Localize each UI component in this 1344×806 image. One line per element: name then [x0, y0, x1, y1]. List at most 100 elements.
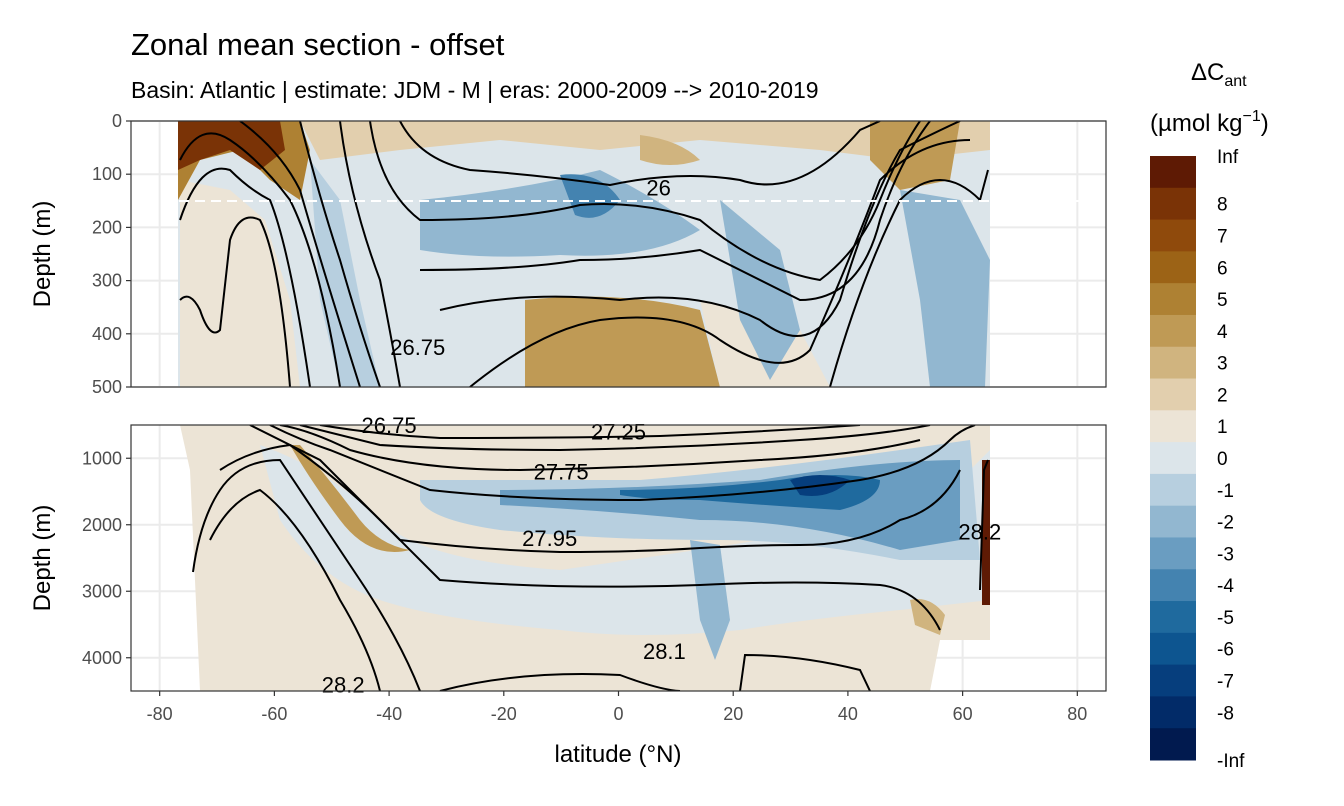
legend: ΔCant (µmol kg−1) Inf 8 7 6 5 4 3 2 1 0 -1 -2 -3 -4 -5…	[1150, 59, 1269, 772]
x-tick-label: -40	[376, 704, 402, 724]
y-tick-label: 0	[112, 111, 122, 131]
x-tick-label: -80	[147, 704, 173, 724]
legend-label: 3	[1217, 354, 1228, 375]
legend-label: 0	[1217, 449, 1228, 470]
y-tick-label: 2000	[82, 515, 122, 535]
x-tick-label: 0	[613, 704, 623, 724]
legend-swatch	[1150, 537, 1196, 570]
legend-swatch	[1150, 314, 1196, 348]
x-tick-label: 20	[723, 704, 743, 724]
field-lower-negative-1	[260, 445, 990, 635]
legend-swatch	[1150, 219, 1196, 252]
legend-swatch	[1150, 505, 1196, 538]
legend-swatch	[1150, 664, 1196, 697]
field-lower-negative-6	[690, 540, 730, 660]
panel-upper-border	[130, 120, 1107, 388]
x-axis: -80 -60 -40 -20 0 20 40 60 80	[147, 691, 1087, 724]
y-tick-label: 300	[92, 271, 122, 291]
panel-upper: 26 26.75 0 100 200 300 400 500 Depth (m)	[29, 111, 1107, 397]
legend-title: ΔCant	[1191, 59, 1247, 90]
x-tick-label: 40	[838, 704, 858, 724]
y-tick-label: 100	[92, 164, 122, 184]
legend-label: -3	[1217, 544, 1234, 565]
legend-label: 2	[1217, 385, 1228, 406]
legend-swatch	[1150, 378, 1196, 411]
legend-unit-main: (µmol kg	[1150, 110, 1243, 137]
legend-swatch	[1150, 569, 1196, 602]
legend-swatch	[1150, 473, 1196, 507]
legend-keys: Inf 8 7 6 5 4 3 2 1 0 -1 -2 -3 -4 -5 -6 -7 -8 -Inf	[1150, 147, 1245, 772]
field-negative-5	[310, 160, 380, 387]
legend-swatch	[1150, 442, 1196, 475]
legend-label: 7	[1217, 226, 1228, 247]
legend-swatch	[1150, 251, 1196, 284]
legend-swatch	[1150, 156, 1196, 189]
y-tick-label: 1000	[82, 448, 122, 468]
legend-label: 4	[1217, 322, 1228, 343]
legend-label: -2	[1217, 513, 1234, 534]
y-tick-label: 500	[92, 377, 122, 397]
x-tick-label: -60	[261, 704, 287, 724]
contour-label-lower: 27.95	[522, 526, 577, 551]
y-tick-label: 400	[92, 324, 122, 344]
y-axis-label-lower: Depth (m)	[29, 505, 56, 612]
legend-swatch	[1150, 728, 1196, 761]
panel-lower-contours	[192, 425, 989, 691]
legend-label: -8	[1217, 703, 1234, 724]
field-south-beige	[180, 180, 300, 387]
contour-label-lower: 27.75	[534, 460, 589, 485]
field-lower-positive-1	[290, 445, 410, 552]
field-negative-4	[900, 190, 990, 387]
y-tick-label: 3000	[82, 581, 122, 601]
legend-label: 6	[1217, 258, 1228, 279]
contour-label-lower: 28.1	[643, 639, 686, 664]
panel-lower-field	[180, 425, 990, 691]
contour-label-upper: 26.75	[390, 335, 445, 360]
panel-lower-y-axis: 1000 2000 3000 4000	[82, 448, 131, 668]
legend-label: 1	[1217, 417, 1228, 438]
x-tick-label: 60	[953, 704, 973, 724]
legend-unit-exp: −1	[1243, 108, 1261, 125]
panel-lower: 26.75 27.25 27.75 27.95 28.1 28.2 28.2 1…	[29, 413, 1107, 697]
legend-label: Inf	[1217, 147, 1239, 168]
legend-label: -4	[1217, 576, 1234, 597]
contour-label-lower: 27.25	[591, 420, 646, 445]
legend-label: -5	[1217, 608, 1234, 629]
legend-unit: (µmol kg−1)	[1150, 108, 1269, 137]
contour-label-lower: 28.2	[322, 672, 365, 697]
chart-subtitle: Basin: Atlantic | estimate: JDM - M | er…	[131, 77, 819, 103]
field-lower-positive-3	[982, 460, 990, 605]
legend-swatch	[1150, 410, 1196, 443]
panel-upper-field	[131, 121, 1106, 387]
y-tick-label: 4000	[82, 648, 122, 668]
field-mid-positive	[525, 296, 720, 387]
field-negative-1	[420, 170, 700, 257]
field-positive-mid	[640, 135, 700, 165]
field-lower-positive-2	[910, 599, 945, 635]
panel-upper-y-axis: 0 100 200 300 400 500	[92, 111, 131, 397]
panel-upper-contours	[179, 121, 989, 387]
x-axis-label: latitude (°N)	[555, 741, 682, 768]
field-negative-3	[720, 200, 800, 380]
legend-title-delta: ΔC	[1191, 59, 1224, 86]
legend-swatch	[1150, 346, 1196, 380]
y-tick-label: 200	[92, 217, 122, 237]
legend-title-sub: ant	[1224, 73, 1247, 90]
contour-label-upper: 26	[646, 176, 670, 201]
y-axis-label-upper: Depth (m)	[29, 201, 56, 308]
legend-swatch	[1150, 283, 1196, 316]
legend-swatch	[1150, 632, 1196, 666]
legend-swatch	[1150, 187, 1196, 221]
legend-label: -6	[1217, 640, 1234, 661]
legend-label: -Inf	[1217, 751, 1245, 772]
legend-unit-close: )	[1261, 110, 1269, 137]
chart-title: Zonal mean section - offset	[131, 27, 505, 62]
legend-label: -7	[1217, 672, 1234, 693]
legend-label: 5	[1217, 290, 1228, 311]
x-tick-label: -20	[491, 704, 517, 724]
legend-swatch	[1150, 601, 1196, 634]
legend-label: -1	[1217, 481, 1234, 502]
field-surface-positive	[178, 121, 990, 160]
contour-label-lower: 28.2	[958, 519, 1001, 544]
